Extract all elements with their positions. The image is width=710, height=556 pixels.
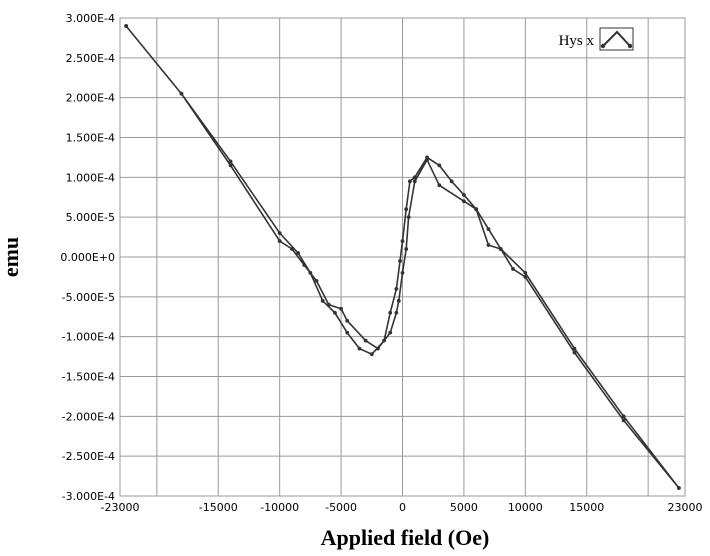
data-point [394,286,399,291]
data-point [412,175,417,180]
y-tick-label: 1.500E-4 [66,132,115,145]
data-point [523,275,528,279]
data-point [676,486,681,490]
data-point [290,247,294,251]
data-point [308,271,313,275]
y-tick-label: -2.500E-4 [62,450,115,463]
data-point [314,279,319,283]
y-tick-label: 1.000E-4 [66,171,115,184]
data-point [437,163,442,168]
data-point [400,271,405,275]
data-point [437,183,442,188]
data-point [277,231,282,236]
data-point [486,243,491,247]
y-tick-label: -3.000E-4 [62,490,115,503]
x-tick-label: -23000 [101,501,140,514]
x-tick-label: 0 [399,501,406,514]
y-tick-label: 2.500E-4 [66,52,115,65]
x-axis-title: Applied field (Oe) [321,525,490,550]
x-tick-label: 15000 [569,501,604,514]
series-layer [124,24,681,490]
data-point [228,159,233,164]
data-point [228,163,233,168]
data-point [511,267,515,271]
y-tick-label: -5.000E-5 [62,291,115,304]
y-tick-label: -1.000E-4 [62,331,115,344]
data-point [412,179,417,184]
data-point [382,338,386,343]
data-point [404,247,409,251]
y-tick-label: 2.000E-4 [66,92,115,105]
data-point [404,207,409,212]
legend-label: Hys x [559,33,595,49]
data-point [369,352,374,357]
data-point [572,350,577,355]
data-point [302,263,307,267]
data-point [277,239,282,243]
data-point [621,418,626,423]
x-tick-label: 5000 [450,501,478,514]
data-point [572,346,577,351]
x-tick-label: 23000 [668,501,703,514]
legend-line-icon [599,27,634,51]
data-point [396,298,401,303]
data-point [523,271,528,275]
data-point [388,330,393,335]
y-tick-label: 5.000E-5 [66,211,115,224]
x-axis-tick-labels: -23000 -15000 -10000 -5000 0 5000 10000 15000 23… [101,501,703,514]
legend: Hys x [559,27,634,51]
data-point [398,259,402,263]
data-point [320,298,325,303]
y-tick-label: -1.500E-4 [62,371,115,384]
y-tick-label: -2.000E-4 [62,410,115,423]
data-point [406,215,411,220]
y-axis-tick-labels: 3.000E-4 2.500E-4 2.000E-4 1.500E-4 1.000E-4… [60,12,115,503]
data-point [394,310,399,315]
data-point [124,24,129,28]
data-point [425,155,429,160]
data-point [462,192,466,197]
data-point [498,247,503,251]
y-axis-title: emu [0,237,23,277]
x-tick-label: -10000 [260,501,299,514]
data-point [179,91,184,96]
horizontal-gridlines [120,17,685,497]
data-point [407,179,412,184]
x-tick-label: 10000 [508,501,543,514]
data-point [333,310,337,315]
data-point [345,330,350,335]
data-point [449,179,454,184]
data-point [345,318,350,323]
x-tick-label: -15000 [199,501,238,514]
data-point [339,306,343,311]
data-point [376,346,380,351]
data-point [296,251,300,255]
data-point [621,414,626,419]
data-point [326,302,331,307]
data-point [474,207,479,212]
y-tick-label: 0.000E+0 [60,251,115,264]
data-point [486,227,491,232]
data-point [400,239,405,243]
data-point [388,310,393,315]
x-tick-label: -5000 [325,501,357,514]
data-point [462,199,466,204]
data-point [357,346,362,351]
y-tick-label: 3.000E-4 [66,12,115,25]
data-point [363,338,368,343]
